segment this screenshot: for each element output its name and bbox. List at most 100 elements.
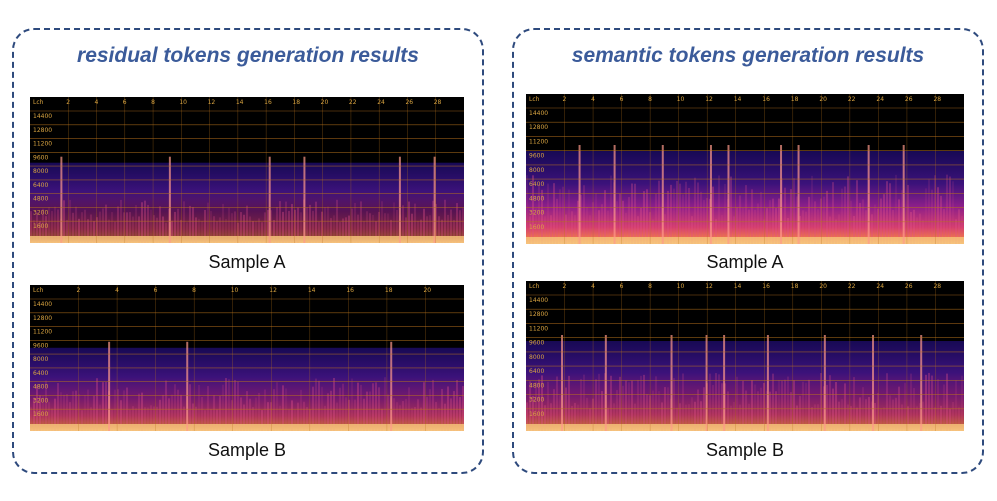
texture-column <box>228 207 230 243</box>
texture-column <box>718 175 720 244</box>
texture-column <box>856 180 858 244</box>
texture-column <box>36 385 38 431</box>
texture-column <box>751 189 753 244</box>
time-tick-label: 14 <box>236 99 244 106</box>
time-tick-label: 20 <box>819 283 827 290</box>
semantic-sample-a-label: Sample A <box>706 252 784 272</box>
texture-column <box>288 210 290 243</box>
texture-column <box>715 373 717 431</box>
texture-column <box>598 210 600 244</box>
spectrogram-svg: 14400 12800 11200 9600 8000 6400 4800 3200 1600 2… <box>526 281 964 431</box>
texture-column <box>306 207 308 243</box>
texture-column <box>411 407 413 431</box>
freq-tick-label: 6400 <box>33 370 48 377</box>
freq-tick-label: 11200 <box>33 141 52 148</box>
texture-column <box>102 208 104 243</box>
texture-column <box>883 407 885 431</box>
texture-column <box>802 381 804 431</box>
texture-column <box>435 203 437 243</box>
texture-column <box>856 407 858 431</box>
texture-column <box>324 207 326 243</box>
texture-column <box>547 183 549 244</box>
spectrogram-svg: 14400 12800 11200 9600 8000 6400 4800 3200 1600 2… <box>30 285 464 431</box>
texture-column <box>369 391 371 431</box>
texture-column <box>93 395 95 431</box>
texture-column <box>658 180 660 244</box>
texture-column <box>559 189 561 244</box>
texture-column <box>375 382 377 431</box>
time-tick-label: 24 <box>377 99 385 106</box>
texture-column <box>300 389 302 431</box>
freq-tick-label: 11200 <box>33 329 52 336</box>
texture-column <box>168 398 170 431</box>
texture-column <box>294 209 296 243</box>
texture-column <box>580 378 582 431</box>
texture-column <box>402 401 404 431</box>
texture-column <box>553 389 555 431</box>
freq-tick-label: 6400 <box>529 181 544 188</box>
texture-column <box>589 408 591 431</box>
transient-line <box>268 156 271 243</box>
texture-column <box>604 190 606 244</box>
texture-column <box>429 389 431 431</box>
texture-column <box>943 209 945 244</box>
time-tick-label: 4 <box>115 287 119 294</box>
texture-column <box>84 209 86 243</box>
time-tick-label: 26 <box>405 99 413 106</box>
texture-column <box>613 403 615 431</box>
transient-line <box>578 145 581 244</box>
texture-column <box>724 183 726 244</box>
texture-column <box>330 390 332 431</box>
texture-column <box>195 217 197 243</box>
texture-column <box>655 376 657 431</box>
texture-column <box>631 183 633 244</box>
texture-column <box>721 383 723 431</box>
texture-column <box>910 373 912 431</box>
texture-column <box>198 218 200 243</box>
texture-column <box>405 217 407 243</box>
texture-column <box>75 390 77 431</box>
texture-column <box>417 399 419 431</box>
texture-column <box>279 201 281 243</box>
time-tick-label: 26 <box>905 96 913 103</box>
low-freq-strip <box>30 424 464 431</box>
texture-column <box>84 394 86 431</box>
texture-column <box>835 381 837 431</box>
texture-column <box>180 394 182 431</box>
texture-column <box>583 374 585 431</box>
texture-column <box>249 216 251 243</box>
texture-column <box>30 407 32 431</box>
texture-column <box>117 389 119 431</box>
transient-line <box>613 145 616 244</box>
transient-line <box>705 335 708 431</box>
texture-column <box>694 401 696 431</box>
time-tick-label: 6 <box>154 287 158 294</box>
texture-column <box>417 220 419 243</box>
texture-column <box>850 406 852 431</box>
texture-column <box>928 372 930 431</box>
texture-column <box>619 376 621 431</box>
low-freq-strip <box>526 237 964 244</box>
texture-column <box>354 399 356 431</box>
texture-column <box>252 407 254 431</box>
texture-column <box>267 209 269 243</box>
texture-column <box>195 406 197 431</box>
texture-column <box>429 215 431 243</box>
texture-column <box>661 402 663 431</box>
texture-column <box>147 204 149 243</box>
texture-column <box>562 186 564 244</box>
texture-column <box>42 208 44 243</box>
time-tick-label: 8 <box>151 99 155 106</box>
texture-column <box>366 211 368 243</box>
texture-column <box>628 382 630 431</box>
texture-column <box>78 393 80 431</box>
time-tick-label: 12 <box>705 283 713 290</box>
texture-column <box>150 209 152 243</box>
texture-column <box>679 403 681 431</box>
texture-column <box>736 376 738 431</box>
texture-column <box>57 383 59 431</box>
time-tick-label: 6 <box>123 99 127 106</box>
texture-column <box>796 196 798 244</box>
texture-column <box>712 186 714 244</box>
texture-column <box>577 404 579 431</box>
